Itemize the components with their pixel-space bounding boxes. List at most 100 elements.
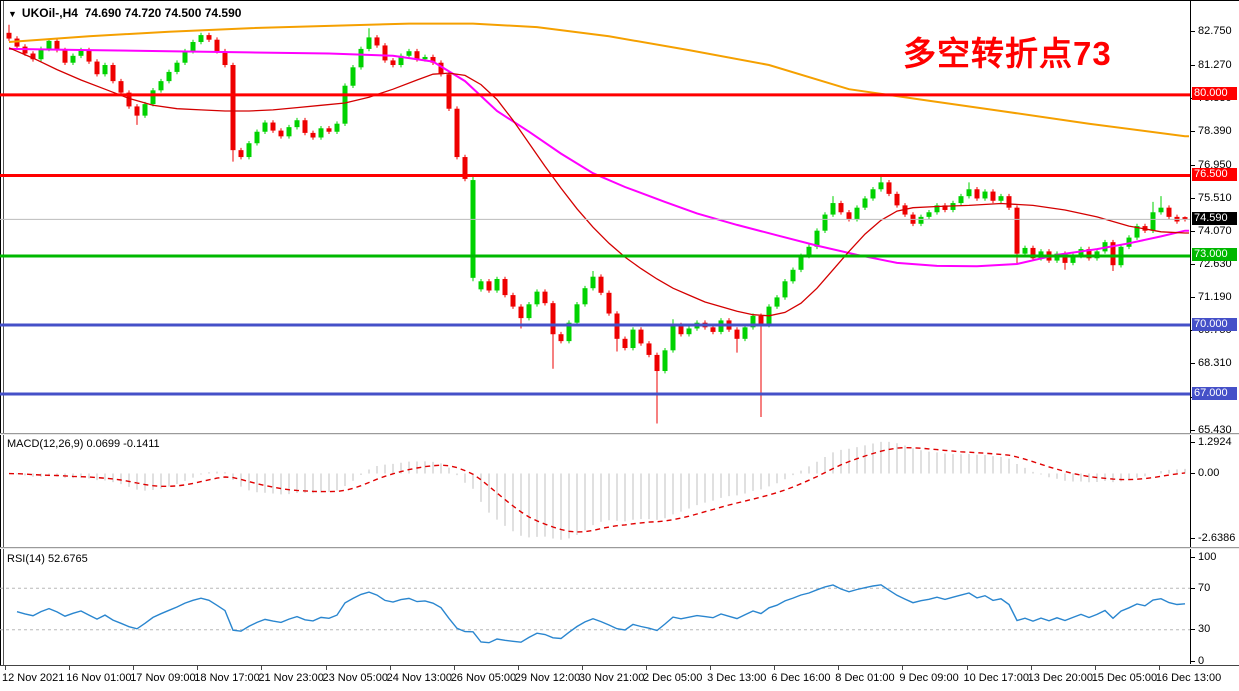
candle — [550, 303, 556, 335]
candle — [1014, 207, 1020, 254]
candle — [606, 292, 612, 314]
ma-mid-magenta — [8, 47, 1189, 268]
candle — [206, 35, 212, 40]
candle — [350, 67, 356, 86]
time-axis[interactable]: 12 Nov 2021 16 Nov 01:00 17 Nov 09:00 18 No… — [0, 665, 1239, 691]
candle — [958, 196, 964, 204]
candle — [526, 304, 532, 319]
time-tick-label: 21 Nov 23:00 — [258, 672, 324, 684]
ma-slow-orange — [8, 22, 1189, 138]
candle — [310, 132, 316, 138]
candle — [326, 128, 332, 132]
axis-tick-mark — [1191, 65, 1195, 66]
candle — [686, 328, 692, 335]
time-tick-label: 8 Dec 01:00 — [835, 672, 895, 684]
time-tick-label: 12 Nov 2021 — [2, 672, 65, 684]
panel-separator[interactable] — [0, 433, 1239, 434]
candle — [254, 131, 260, 144]
axis-tick-mark — [1191, 538, 1195, 539]
candle — [398, 55, 404, 66]
panel-separator-highlight — [0, 548, 1239, 549]
price-axis[interactable]: 82.75081.27079.83078.39076.95075.51074.0… — [1190, 1, 1239, 667]
candle — [566, 322, 572, 342]
candle — [654, 354, 660, 372]
time-tick-label: 30 Nov 21:00 — [578, 672, 645, 684]
candle — [966, 189, 972, 197]
time-tick-mark — [902, 666, 904, 670]
time-tick-mark — [646, 666, 647, 670]
panel-separator-highlight — [0, 434, 1239, 435]
candle — [678, 325, 684, 335]
candle — [1134, 226, 1140, 238]
axis-tick-mark — [1191, 165, 1195, 166]
candle — [790, 269, 796, 282]
candle — [630, 329, 636, 349]
rsi-indicator-panel[interactable] — [0, 549, 1190, 664]
time-tick-mark — [389, 666, 391, 670]
candle — [598, 276, 604, 293]
candle — [542, 291, 548, 304]
trend-turning-point-annotation[interactable]: 多空转折点73 — [903, 35, 1112, 72]
panel-separator[interactable] — [0, 547, 1239, 548]
window-left-border — [0, 1, 1, 691]
time-tick-mark — [581, 666, 583, 670]
candle — [622, 338, 628, 349]
collapse-indicator-icon[interactable]: ▼ — [8, 9, 17, 19]
candle — [422, 56, 428, 60]
candle — [134, 106, 140, 116]
candle — [430, 56, 436, 63]
candle — [878, 182, 884, 190]
time-tick-mark — [453, 666, 455, 670]
price-level-badge: 70.000 — [1192, 318, 1237, 331]
price-tick-label: 78.390 — [1198, 125, 1232, 137]
price-tick-label: 72.630 — [1198, 258, 1232, 270]
macd-max-label: 1.2924 — [1198, 436, 1232, 448]
candle — [534, 291, 540, 305]
candle — [942, 205, 948, 210]
axis-tick-mark — [1191, 231, 1195, 232]
candle — [918, 216, 924, 224]
candle — [574, 304, 580, 323]
candle — [62, 50, 68, 63]
time-tick-label: 6 Dec 16:00 — [771, 672, 831, 684]
candle — [182, 51, 188, 63]
candle — [1126, 237, 1132, 247]
price-chart-area[interactable] — [0, 1, 1190, 433]
candle — [166, 71, 172, 82]
candle — [446, 74, 452, 109]
candle — [470, 180, 476, 278]
candle — [142, 104, 148, 116]
candle — [774, 297, 780, 307]
axis-tick-mark — [1191, 297, 1195, 298]
candle — [78, 50, 84, 56]
candle — [94, 61, 100, 75]
symbol-timeframe-label: UKOil-,H4 — [21, 6, 78, 20]
candle — [662, 350, 668, 372]
time-tick-mark — [838, 666, 840, 670]
candle — [670, 325, 676, 351]
candle — [102, 65, 108, 75]
candle — [174, 62, 180, 72]
candle — [798, 255, 804, 270]
axis-tick-mark — [1191, 442, 1195, 443]
macd-indicator-panel[interactable] — [0, 434, 1190, 548]
axis-tick-mark — [1191, 131, 1195, 132]
time-tick-label: 16 Dec 13:00 — [1155, 672, 1222, 684]
candle — [382, 45, 388, 61]
macd-min-label: -2.6386 — [1198, 532, 1236, 544]
time-tick-label: 13 Dec 20:00 — [1027, 672, 1094, 684]
candle — [302, 120, 308, 133]
candle — [222, 51, 228, 66]
candle — [854, 207, 860, 220]
price-tick-label: 74.070 — [1198, 225, 1232, 237]
macd-label: MACD(12,26,9) 0.0699 -0.1411 — [7, 438, 160, 450]
axis-tick-mark — [1191, 430, 1195, 431]
candle — [934, 205, 940, 213]
candle — [1070, 255, 1076, 263]
price-level-badge: 80.000 — [1192, 87, 1237, 100]
candle — [814, 230, 820, 247]
axis-tick-mark — [1191, 661, 1195, 662]
candle — [838, 203, 844, 213]
candle — [502, 278, 508, 296]
candle — [390, 60, 396, 66]
